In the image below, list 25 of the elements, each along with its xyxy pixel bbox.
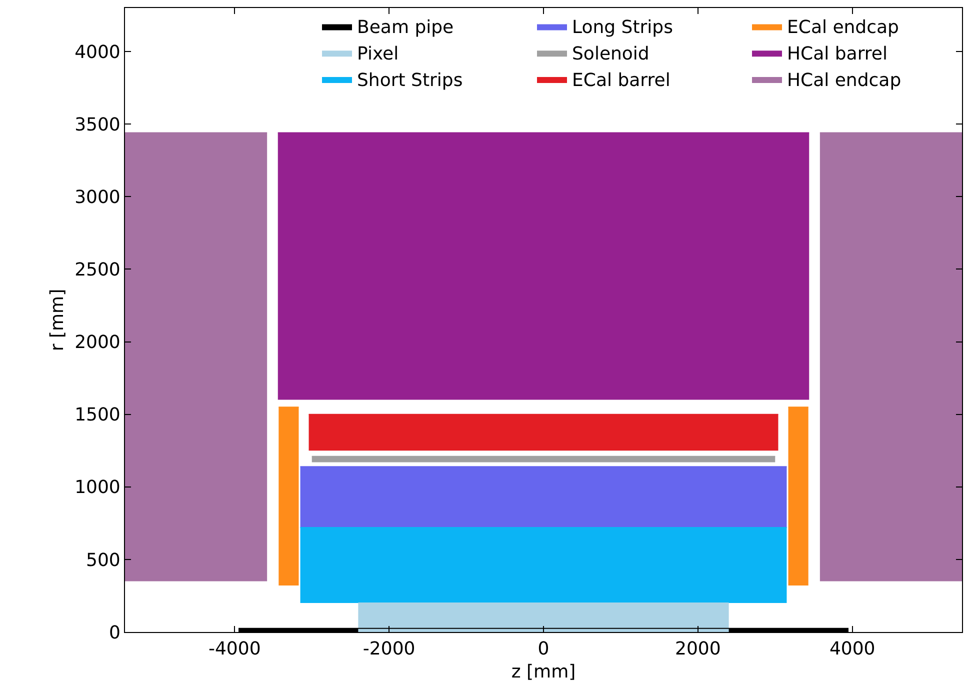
legend-label: Long Strips: [572, 17, 673, 38]
legend-label: HCal barrel: [787, 44, 888, 65]
legend-label: Solenoid: [572, 44, 650, 65]
legend-label: ECal barrel: [572, 70, 670, 92]
y-tick-label: 4000: [74, 42, 120, 63]
legend-label: Short Strips: [357, 70, 463, 92]
x-tick-label: -2000: [362, 638, 416, 660]
y-tick-label: 1000: [74, 477, 120, 498]
legend-label: ECal endcap: [787, 17, 899, 38]
y-tick-label: 2500: [74, 260, 120, 281]
y-tick-label: 3000: [74, 186, 120, 208]
x-axis-title: z [mm]: [511, 662, 576, 683]
y-axis-title: r [mm]: [46, 288, 68, 352]
y-tick-label: 1500: [74, 404, 120, 426]
x-tick-label: -4000: [208, 638, 261, 660]
y-tick-label: 3500: [74, 114, 120, 136]
legend-label: HCal endcap: [787, 70, 902, 92]
y-tick-label: 0: [108, 622, 120, 644]
legend-label: Beam pipe: [357, 17, 454, 38]
x-tick-label: 4000: [829, 638, 876, 660]
legend-label: Pixel: [357, 44, 399, 65]
y-tick-label: 2000: [74, 332, 120, 354]
x-tick-label: 2000: [675, 638, 721, 660]
x-tick-label: 0: [538, 638, 550, 660]
y-tick-label: 500: [86, 550, 120, 571]
